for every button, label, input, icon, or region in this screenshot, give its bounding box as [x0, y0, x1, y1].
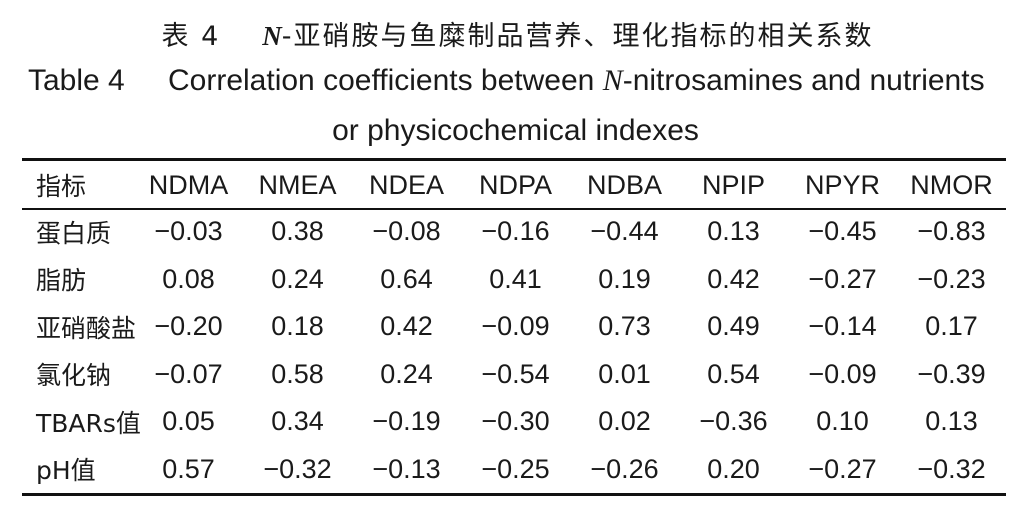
- table-cell: −0.44: [590, 216, 659, 247]
- title-english-line2: or physicochemical indexes: [332, 114, 699, 147]
- table-cell: 0.42: [380, 311, 433, 342]
- table-cell: −0.23: [917, 263, 986, 294]
- table-cell: 0.49: [707, 311, 760, 342]
- table-cell: −0.27: [808, 263, 877, 294]
- table-cell: 0.24: [380, 358, 433, 389]
- table-cell: 0.73: [598, 311, 651, 342]
- table-cell: −0.36: [699, 406, 768, 437]
- table-cell: 0.64: [380, 263, 433, 294]
- row-label: TBARs值: [36, 408, 141, 438]
- table-cell: 0.41: [489, 263, 542, 294]
- header-ndea: NDEA: [368, 169, 444, 200]
- correlation-table: 指标 NDMA NMEA NDEA NDPA NDBA NPIP NPYR NM…: [22, 162, 1006, 493]
- table-cell: −0.39: [917, 358, 986, 389]
- table-cell: −0.07: [154, 358, 223, 389]
- table-cell: −0.45: [808, 216, 877, 247]
- title-en-pre: Correlation coefficients between: [168, 64, 603, 97]
- table-bottom-rule: [22, 493, 1006, 496]
- table-cell: −0.83: [917, 216, 986, 247]
- row-label: 蛋白质: [36, 218, 112, 248]
- table-cell: −0.32: [263, 453, 332, 484]
- header-npip: NPIP: [701, 169, 766, 200]
- table-cell: −0.13: [372, 453, 441, 484]
- table-cell: 0.34: [271, 406, 324, 437]
- table-cell: −0.19: [372, 406, 441, 437]
- table-cell: 0.54: [707, 358, 760, 389]
- table-cell: 0.57: [162, 453, 215, 484]
- row-label: 亚硝酸盐: [36, 313, 137, 343]
- row-label: pH值: [36, 456, 96, 486]
- table-row: 蛋白质 −0.03 0.38 −0.08 −0.16 −0.44 0.13 −0…: [22, 208, 1006, 256]
- title-en-italic-n: N: [602, 64, 623, 97]
- header-nmea: NMEA: [258, 169, 337, 200]
- table-cell: −0.27: [808, 453, 877, 484]
- table-cell: 0.05: [162, 406, 215, 437]
- header-indicator: 指标: [36, 172, 87, 201]
- title-en-post: -nitrosamines and nutrients: [622, 64, 985, 97]
- title-cn-italic-n: N: [262, 21, 282, 51]
- table-cell: 0.42: [707, 263, 760, 294]
- table-cell: −0.09: [481, 311, 550, 342]
- table-top-rule: [22, 158, 1006, 161]
- table-cell: −0.25: [481, 453, 550, 484]
- table-cell: 0.18: [271, 311, 324, 342]
- table-cell: 0.38: [271, 216, 324, 247]
- table-cell: 0.02: [598, 406, 651, 437]
- table-cell: 0.24: [271, 263, 324, 294]
- table-header-rule: [22, 208, 1006, 210]
- table-cell: −0.14: [808, 311, 877, 342]
- table-cell: 0.01: [598, 358, 651, 389]
- header-ndba: NDBA: [586, 169, 662, 200]
- table-cell: 0.13: [925, 406, 978, 437]
- table-cell: 0.10: [816, 406, 869, 437]
- table-row: 亚硝酸盐 −0.20 0.18 0.42 −0.09 0.73 0.49 −0.…: [22, 303, 1006, 351]
- header-row: 指标 NDMA NMEA NDEA NDPA NDBA NPIP NPYR NM…: [22, 162, 1006, 208]
- table-cell: 0.58: [271, 358, 324, 389]
- table-cell: −0.20: [154, 311, 223, 342]
- table-cell: −0.03: [154, 216, 223, 247]
- table-row: TBARs值 0.05 0.34 −0.19 −0.30 0.02 −0.36 …: [22, 398, 1006, 446]
- row-label: 氯化钠: [36, 361, 112, 391]
- table-cell: −0.16: [481, 216, 550, 247]
- table-row: 氯化钠 −0.07 0.58 0.24 −0.54 0.01 0.54 −0.0…: [22, 351, 1006, 399]
- table-cell: −0.08: [372, 216, 441, 247]
- table-cell: −0.26: [590, 453, 659, 484]
- table-cell: −0.30: [481, 406, 550, 437]
- title-chinese: 表 4 N-亚硝胺与鱼糜制品营养、理化指标的相关系数: [0, 14, 1031, 53]
- header-nmor: NMOR: [910, 169, 993, 200]
- table-cell: −0.32: [917, 453, 986, 484]
- table-cell: 0.19: [598, 263, 651, 294]
- header-npyr: NPYR: [804, 169, 880, 200]
- header-ndpa: NDPA: [478, 169, 552, 200]
- table-cell: 0.08: [162, 263, 215, 294]
- table-cell: 0.13: [707, 216, 760, 247]
- table-cell: 0.17: [925, 311, 978, 342]
- table-cell: −0.54: [481, 358, 550, 389]
- header-ndma: NDMA: [148, 169, 229, 200]
- table-number-en: Table 4: [28, 64, 125, 97]
- table-cell: −0.09: [808, 358, 877, 389]
- table-number-cn: 表 4: [161, 21, 221, 52]
- table-row: pH值 0.57 −0.32 −0.13 −0.25 −0.26 0.20 −0…: [22, 446, 1006, 494]
- title-en-text: Correlation coefficients between N-nitro…: [168, 64, 985, 98]
- table-row: 脂肪 0.08 0.24 0.64 0.41 0.19 0.42 −0.27 −…: [22, 256, 1006, 304]
- title-cn-text: -亚硝胺与鱼糜制品营养、理化指标的相关系数: [281, 21, 874, 52]
- row-label: 脂肪: [36, 266, 87, 296]
- table-cell: 0.20: [707, 453, 760, 484]
